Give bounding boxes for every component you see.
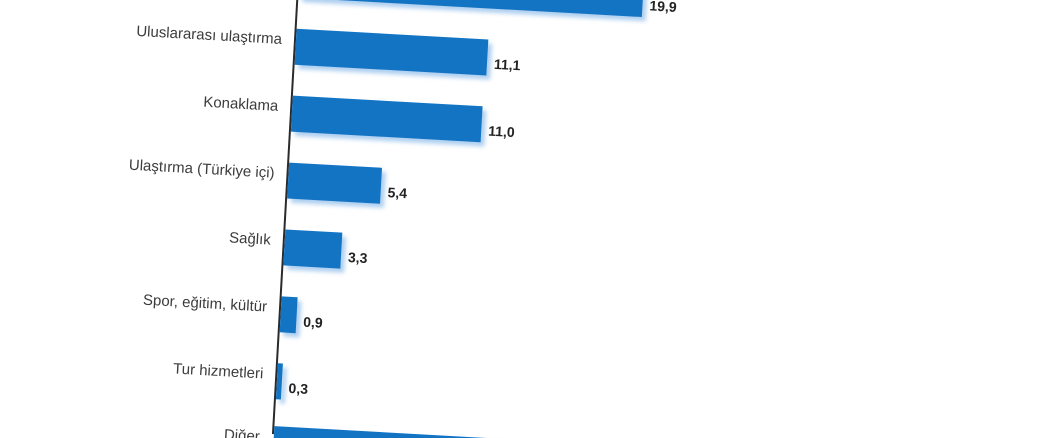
bar xyxy=(294,28,489,76)
category-label: Spor, eğitim, kültür xyxy=(142,291,268,316)
category-label: Ulaştırma (Türkiye içi) xyxy=(128,156,276,182)
category-label: Diğer xyxy=(223,426,261,438)
value-label: 0,9 xyxy=(302,313,324,331)
category-axis-line xyxy=(271,0,302,435)
bar xyxy=(287,162,383,204)
bar xyxy=(290,95,483,143)
value-label: 3,3 xyxy=(347,249,368,267)
bar xyxy=(283,229,343,269)
value-label: 19,9 xyxy=(649,0,678,15)
bar xyxy=(272,426,539,438)
category-label: Sağlık xyxy=(228,229,272,249)
value-label: 11,0 xyxy=(487,122,516,141)
category-label: Tur hizmetleri xyxy=(172,360,264,383)
category-label: Konaklama xyxy=(202,93,279,115)
bar xyxy=(298,0,644,18)
category-label: Uluslararası ulaştırma xyxy=(135,22,283,48)
value-label: 0,3 xyxy=(288,379,309,397)
bar xyxy=(275,363,283,400)
value-label: 11,1 xyxy=(493,55,521,74)
value-label: 5,4 xyxy=(387,184,408,202)
bar xyxy=(279,296,298,334)
